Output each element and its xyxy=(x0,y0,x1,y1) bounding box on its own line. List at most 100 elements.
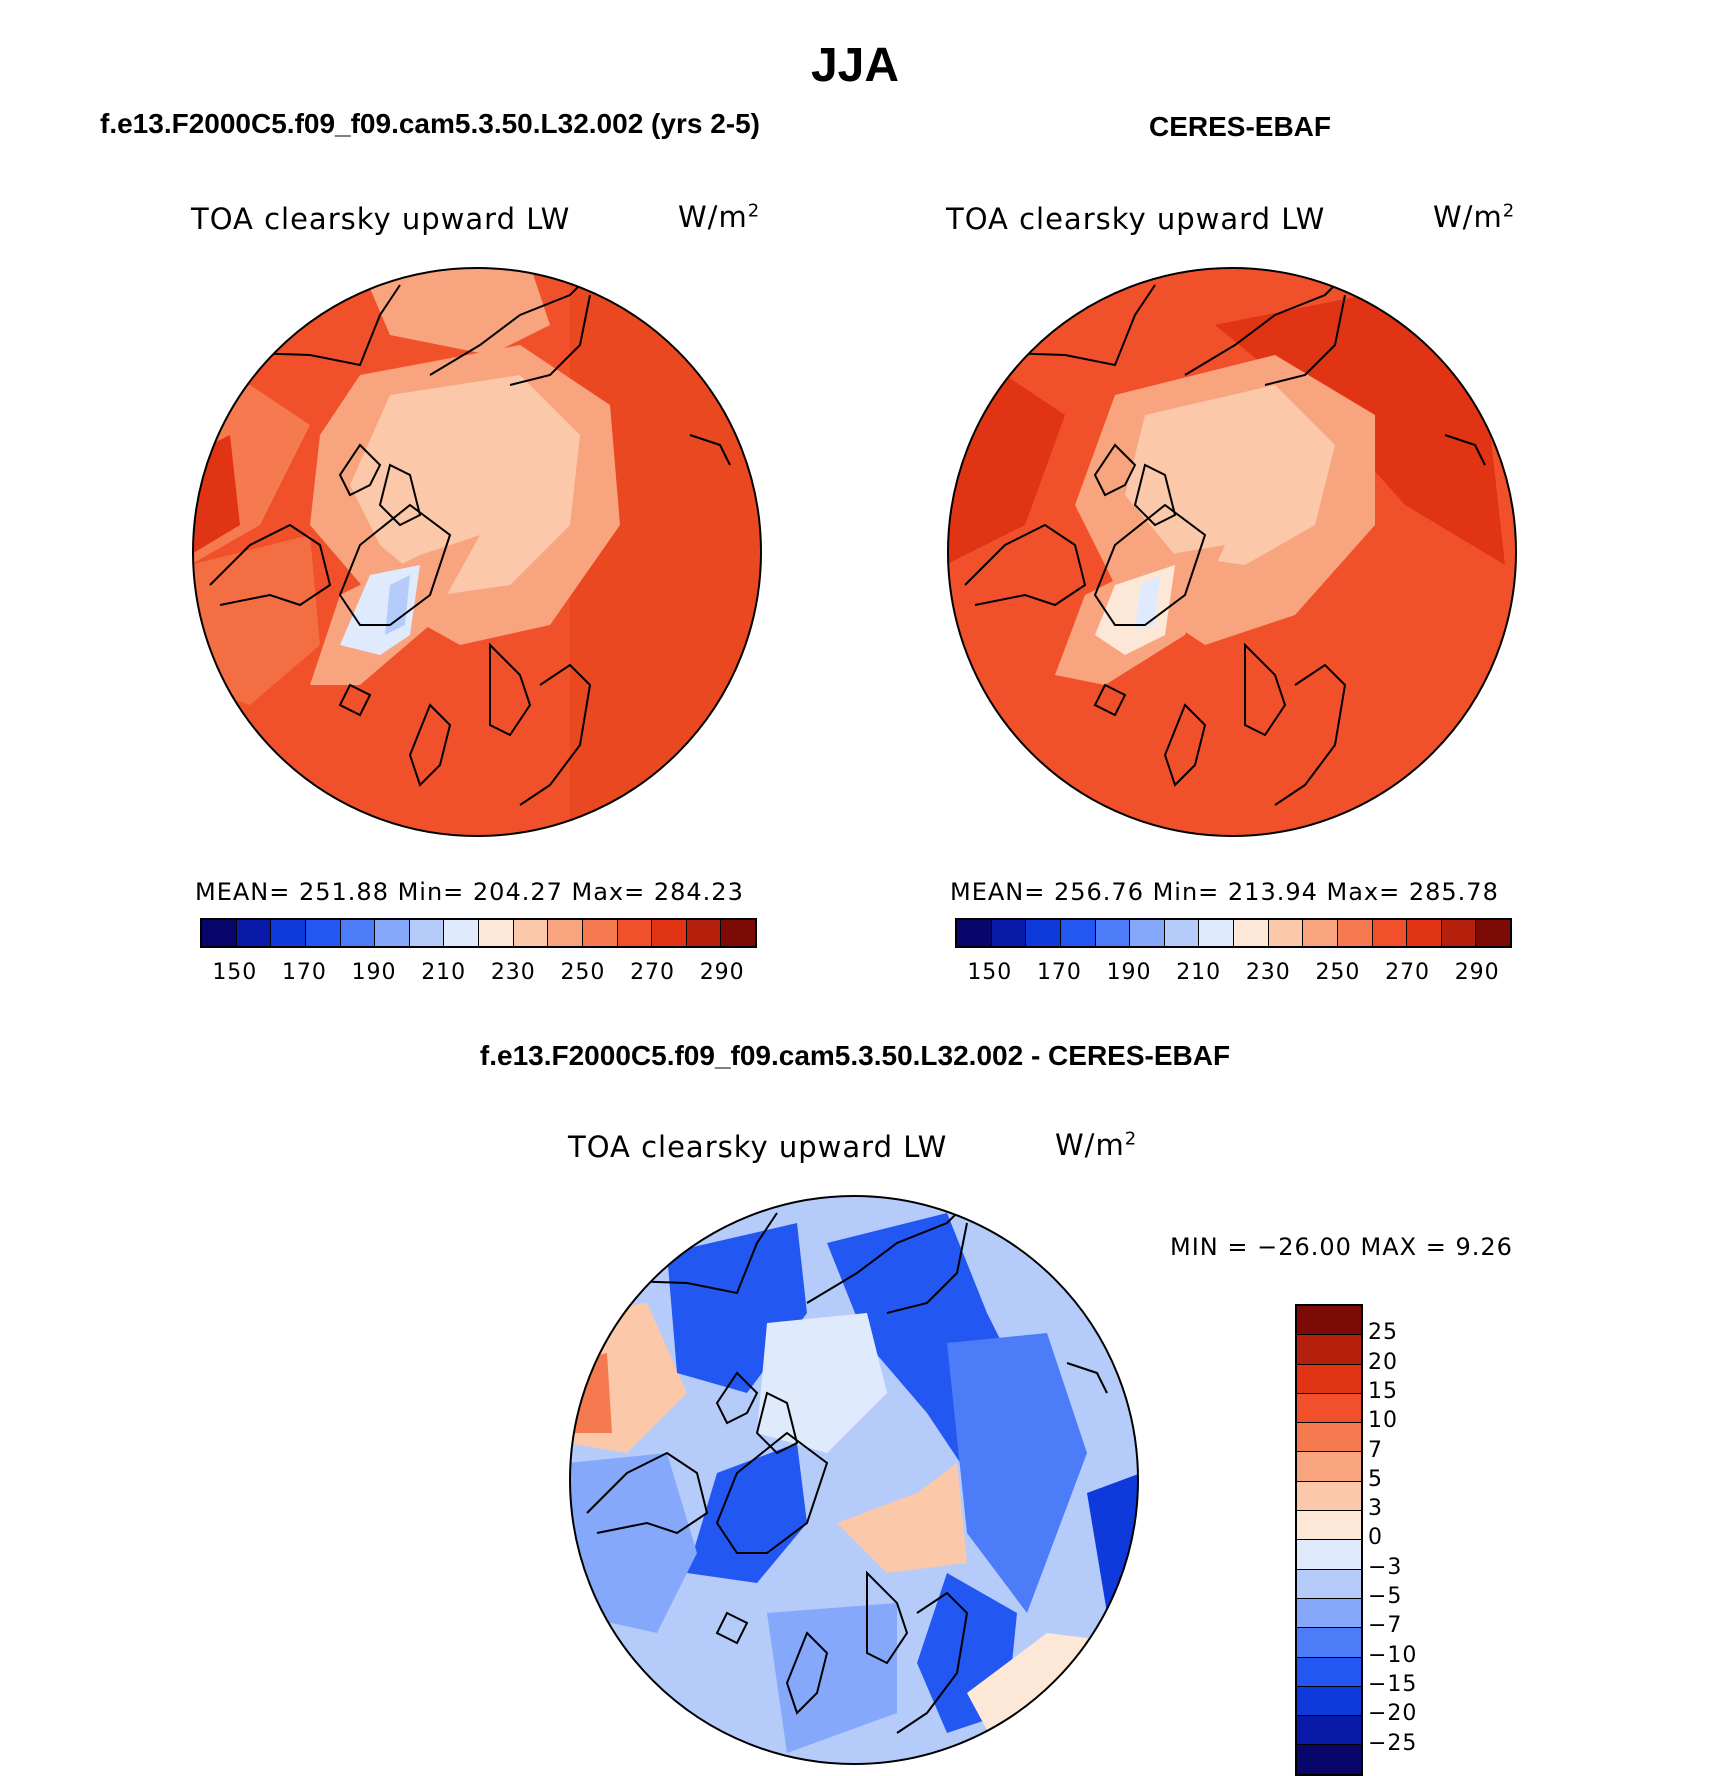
obs-stats: MEAN= 256.76 Min= 213.94 Max= 285.78 xyxy=(950,878,1499,906)
colorbar-swatch xyxy=(1297,1569,1361,1599)
colorbar-swatch xyxy=(991,920,1027,946)
colorbar-swatch xyxy=(686,920,722,946)
colorbar-swatch xyxy=(1372,920,1408,946)
colorbar-tick-label: 270 xyxy=(1385,960,1431,985)
diff-polar-map xyxy=(569,1195,1139,1765)
main-title: JJA xyxy=(810,39,900,92)
colorbar-swatch xyxy=(617,920,653,946)
colorbar-tick-label: 230 xyxy=(490,960,536,985)
obs-panel-title: CERES-EBAF xyxy=(1148,111,1331,142)
colorbar-tick-label: 210 xyxy=(421,960,467,985)
colorbar-swatch xyxy=(1095,920,1131,946)
colorbar-tick-label: 0 xyxy=(1368,1525,1383,1551)
colorbar-tick-label: 150 xyxy=(967,960,1013,985)
colorbar-tick-label: −3 xyxy=(1368,1554,1403,1580)
model-colorbar xyxy=(200,918,757,948)
colorbar-tick-label: −10 xyxy=(1368,1642,1418,1668)
colorbar-swatch xyxy=(1297,1716,1361,1746)
colorbar-swatch xyxy=(548,920,583,946)
colorbar-swatch xyxy=(957,920,992,946)
colorbar-swatch xyxy=(375,920,410,946)
colorbar-swatch xyxy=(1303,920,1338,946)
colorbar-swatch xyxy=(513,920,549,946)
colorbar-tick-label: −7 xyxy=(1368,1613,1403,1639)
colorbar-tick-label: 250 xyxy=(560,960,606,985)
diff-unit-label: W/m2 xyxy=(1055,1128,1138,1162)
colorbar-swatch xyxy=(1297,1657,1361,1687)
diff-colorbar-ticks: 25 20 15 10 7 5 3 0 −3 −5 −7 −10 −15 −20 −25 xyxy=(1368,1304,1448,1764)
colorbar-swatch xyxy=(1199,920,1234,946)
model-unit-label: W/m2 xyxy=(678,200,761,234)
colorbar-swatch xyxy=(1297,1686,1361,1717)
colorbar-tick-label: −20 xyxy=(1368,1701,1418,1727)
colorbar-tick-label: 7 xyxy=(1368,1437,1383,1463)
colorbar-tick-label: 15 xyxy=(1368,1378,1398,1404)
colorbar-tick-label: 170 xyxy=(281,960,327,985)
colorbar-swatch xyxy=(1234,920,1269,946)
colorbar-tick-label: 170 xyxy=(1036,960,1082,985)
colorbar-tick-label: 230 xyxy=(1245,960,1291,985)
colorbar-swatch xyxy=(1297,1540,1361,1570)
colorbar-swatch xyxy=(1297,1306,1361,1336)
colorbar-swatch xyxy=(202,920,237,946)
colorbar-tick-label: 250 xyxy=(1315,960,1361,985)
colorbar-swatch xyxy=(409,920,445,946)
colorbar-swatch xyxy=(1297,1628,1361,1658)
diff-panel-title: f.e13.F2000C5.f09_f09.cam5.3.50.L32.002 … xyxy=(479,1040,1231,1071)
colorbar-swatch xyxy=(236,920,272,946)
colorbar-swatch xyxy=(1441,920,1477,946)
colorbar-swatch xyxy=(1026,920,1061,946)
colorbar-swatch xyxy=(271,920,306,946)
diff-colorbar xyxy=(1295,1304,1363,1776)
colorbar-swatch xyxy=(1337,920,1373,946)
colorbar-tick-label: 20 xyxy=(1368,1349,1398,1375)
obs-variable-label: TOA clearsky upward LW xyxy=(946,202,1326,236)
obs-colorbar-ticks: 150 170 190 210 230 250 270 290 xyxy=(955,960,1512,990)
colorbar-swatch xyxy=(340,920,376,946)
colorbar-swatch xyxy=(1130,920,1165,946)
colorbar-swatch xyxy=(1268,920,1304,946)
colorbar-tick-label: −5 xyxy=(1368,1584,1403,1609)
colorbar-swatch xyxy=(1297,1393,1361,1424)
model-polar-map xyxy=(192,267,762,837)
colorbar-swatch xyxy=(444,920,479,946)
obs-polar-map xyxy=(947,267,1517,837)
colorbar-tick-label: 10 xyxy=(1368,1408,1398,1434)
colorbar-tick-label: 290 xyxy=(699,960,745,985)
diff-variable-label: TOA clearsky upward LW xyxy=(568,1130,948,1164)
colorbar-swatch xyxy=(1297,1452,1361,1482)
colorbar-tick-label: −15 xyxy=(1368,1671,1418,1697)
colorbar-tick-label: 25 xyxy=(1368,1320,1398,1346)
colorbar-swatch xyxy=(1407,920,1442,946)
colorbar-tick-label: −25 xyxy=(1368,1730,1418,1756)
obs-colorbar xyxy=(955,918,1512,948)
colorbar-swatch xyxy=(1297,1745,1361,1774)
colorbar-swatch xyxy=(652,920,687,946)
colorbar-swatch xyxy=(1060,920,1096,946)
colorbar-tick-label: 5 xyxy=(1368,1466,1383,1492)
colorbar-tick-label: 270 xyxy=(630,960,676,985)
colorbar-swatch xyxy=(1297,1335,1361,1365)
colorbar-swatch xyxy=(1297,1423,1361,1453)
colorbar-tick-label: 150 xyxy=(212,960,258,985)
model-panel-title: f.e13.F2000C5.f09_f09.cam5.3.50.L32.002 … xyxy=(100,108,760,139)
colorbar-swatch xyxy=(305,920,341,946)
colorbar-tick-label: 3 xyxy=(1368,1496,1383,1522)
colorbar-tick-label: 190 xyxy=(1106,960,1152,985)
diff-stats: MIN = −26.00 MAX = 9.26 xyxy=(1170,1233,1513,1261)
colorbar-tick-label: 210 xyxy=(1176,960,1222,985)
colorbar-swatch xyxy=(1164,920,1200,946)
model-variable-label: TOA clearsky upward LW xyxy=(191,202,571,236)
colorbar-swatch xyxy=(1476,920,1510,946)
colorbar-swatch xyxy=(721,920,755,946)
obs-unit-label: W/m2 xyxy=(1433,200,1516,234)
colorbar-tick-label: 290 xyxy=(1454,960,1500,985)
colorbar-swatch xyxy=(1297,1511,1361,1541)
colorbar-swatch xyxy=(582,920,618,946)
model-stats: MEAN= 251.88 Min= 204.27 Max= 284.23 xyxy=(195,878,744,906)
colorbar-tick-label: 190 xyxy=(351,960,397,985)
colorbar-swatch xyxy=(1297,1364,1361,1394)
colorbar-swatch xyxy=(1297,1481,1361,1512)
model-colorbar-ticks: 150 170 190 210 230 250 270 290 xyxy=(200,960,757,990)
colorbar-swatch xyxy=(1297,1598,1361,1629)
